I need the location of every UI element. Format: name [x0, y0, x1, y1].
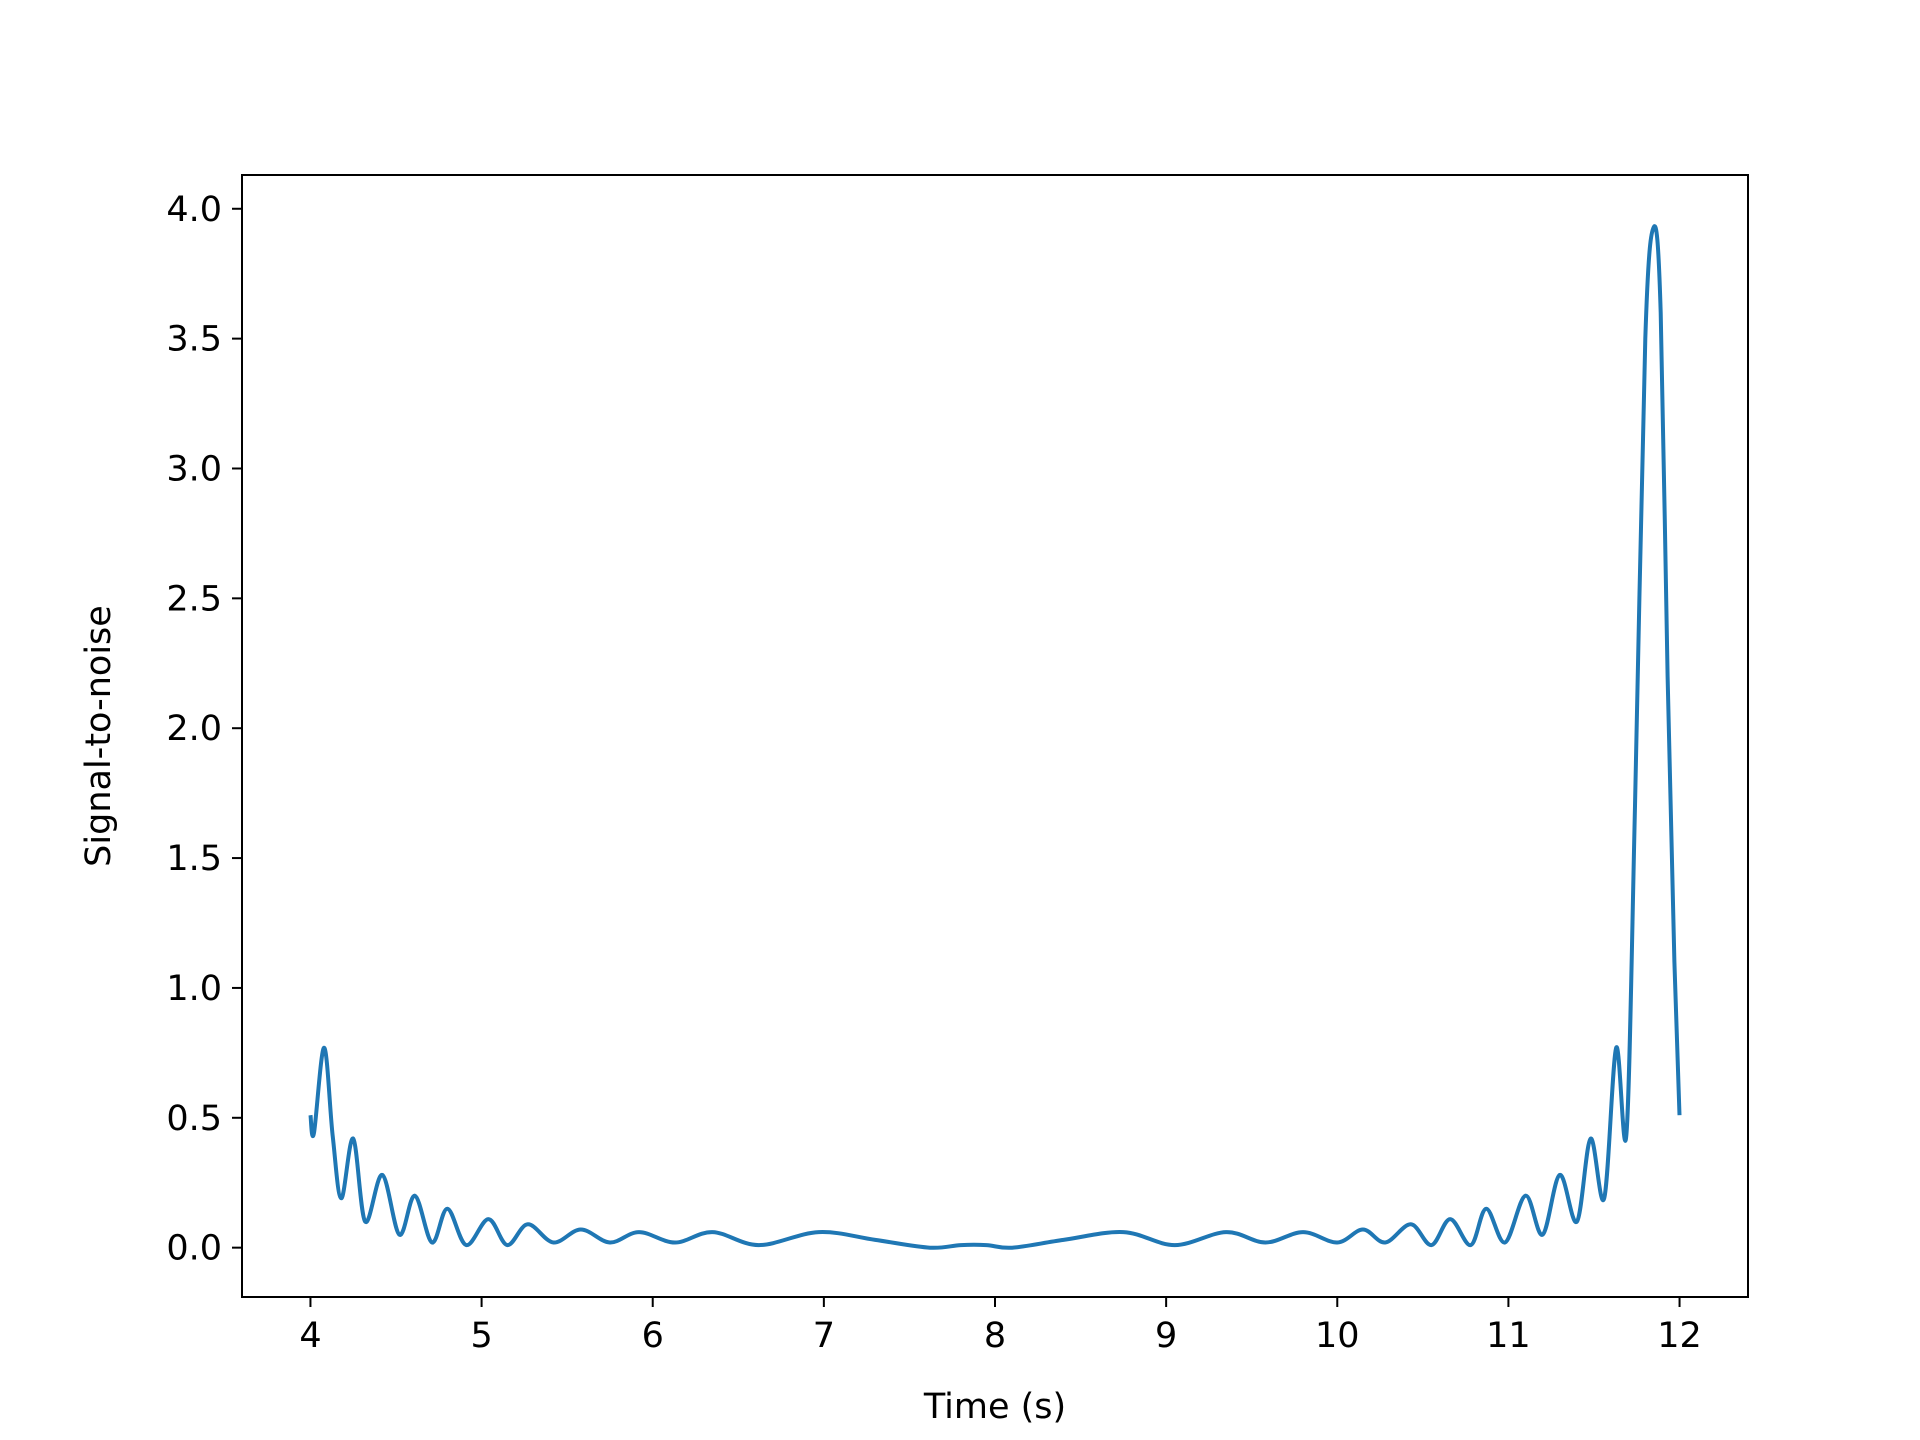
y-tick-label: 1.0	[166, 969, 222, 1009]
y-tick-label: 4.0	[166, 190, 222, 230]
series-line	[308, 224, 1682, 1250]
x-tick-label: 7	[813, 1316, 835, 1356]
y-tick-label: 2.0	[166, 709, 222, 749]
x-tick-label: 12	[1657, 1316, 1702, 1356]
x-tick-label: 6	[642, 1316, 664, 1356]
y-tick-label: 1.5	[166, 839, 222, 879]
x-tick-label: 10	[1315, 1316, 1360, 1356]
y-tick-label: 2.5	[166, 579, 222, 619]
x-tick-label: 8	[984, 1316, 1006, 1356]
y-axis: 0.0 0.5 1.0 1.5 2.0 2.5 3.0 3.5 4.0	[166, 190, 242, 1269]
x-tick-label: 5	[470, 1316, 492, 1356]
y-tick-label: 0.0	[166, 1229, 222, 1269]
x-tick-label: 11	[1486, 1316, 1531, 1356]
x-tick-label: 9	[1155, 1316, 1177, 1356]
plot-area	[241, 174, 1749, 1298]
x-axis-label: Time (s)	[923, 1387, 1066, 1427]
x-axis: 4 5 6 7 8 9 10 11 12	[299, 1297, 1702, 1356]
y-axis-label: Signal-to-noise	[79, 605, 119, 867]
x-tick-label: 4	[299, 1316, 321, 1356]
y-tick-label: 3.0	[166, 449, 222, 489]
series-layer	[308, 224, 1682, 1250]
y-tick-label: 0.5	[166, 1099, 222, 1139]
y-tick-label: 3.5	[166, 320, 222, 360]
